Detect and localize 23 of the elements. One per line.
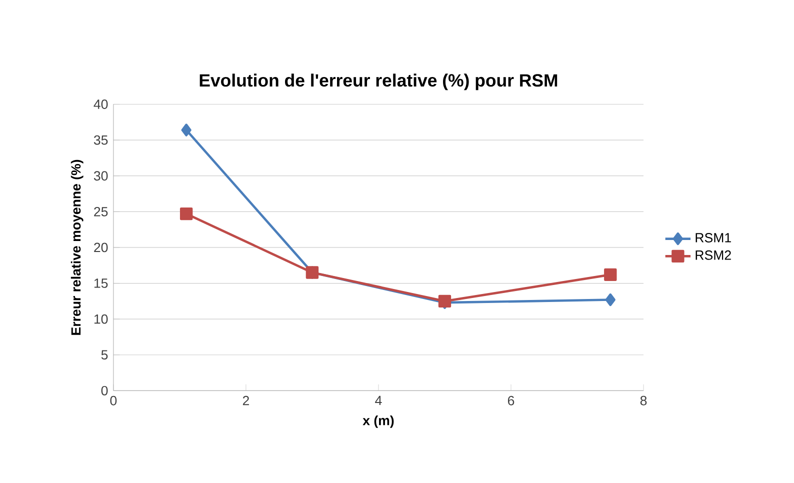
y-tick-label: 25 xyxy=(94,206,108,216)
x-tick-label: 6 xyxy=(508,396,514,406)
point xyxy=(605,293,616,306)
chart-title: Evolution de l'erreur relative (%) pour RSM xyxy=(200,74,558,90)
y-tick-label: 20 xyxy=(94,242,108,252)
y-tick-label: 10 xyxy=(94,314,108,324)
y-tick-label: 5 xyxy=(101,350,108,360)
x-tick-label: 8 xyxy=(640,396,647,406)
x-tick-label: 4 xyxy=(375,396,382,405)
y-axis-title: Erreur relative moyenne (%) xyxy=(70,160,84,335)
y-tick-label: 0 xyxy=(101,386,108,396)
legend-label: RSM1 xyxy=(696,232,731,242)
point xyxy=(604,268,617,281)
y-tick-label: 35 xyxy=(94,135,108,145)
y-tick-label: 40 xyxy=(94,99,108,109)
y-tick-label: 30 xyxy=(94,171,108,181)
y-tick-label: 15 xyxy=(94,278,108,288)
x-tick-label: 2 xyxy=(242,396,249,406)
x-axis-title: x (m) xyxy=(362,415,394,428)
point xyxy=(181,124,192,136)
legend-label: RSM2 xyxy=(696,250,731,260)
point xyxy=(180,207,193,220)
x-tick-label: 0 xyxy=(110,396,117,406)
